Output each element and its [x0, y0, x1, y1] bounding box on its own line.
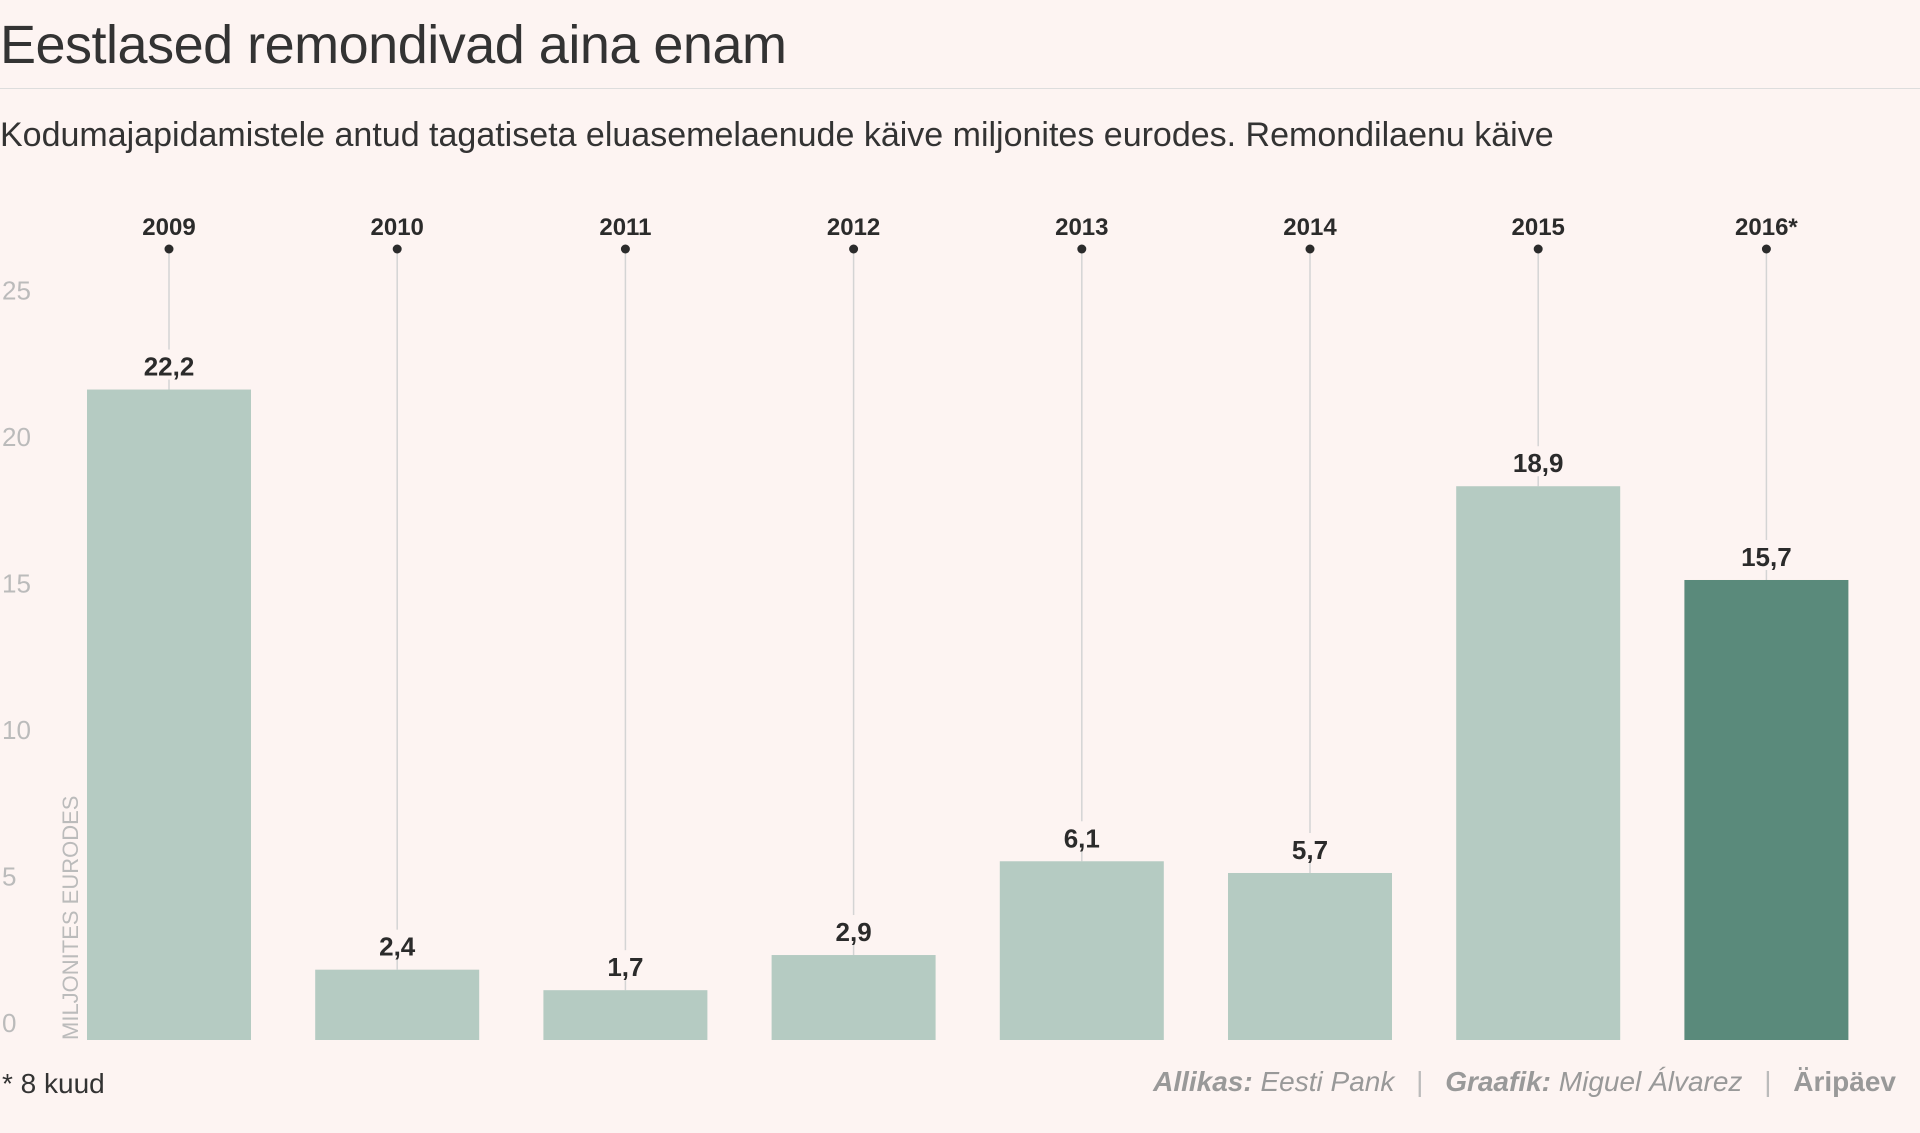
bar-2016 — [1684, 579, 1849, 1040]
source: Eesti Pank — [1260, 1066, 1395, 1097]
data-label-bg — [1051, 821, 1112, 852]
footnote: * 8 kuud — [2, 1068, 105, 1099]
separator: | — [1764, 1066, 1772, 1097]
author: Miguel Álvarez — [1558, 1066, 1743, 1097]
data-label-bg — [139, 349, 199, 380]
data-label: 2,9 — [836, 917, 872, 947]
y-tick-label: 10 — [2, 715, 31, 745]
chart-subtitle: Kodumajapidamistele antud tagatiseta elu… — [0, 116, 1554, 154]
year-dot — [1305, 244, 1315, 254]
bar-2012 — [771, 955, 936, 1040]
y-tick-label: 15 — [2, 569, 31, 599]
credits: Allikas: Eesti Pank | Graafik: Miguel Ál… — [1153, 1066, 1896, 1098]
data-label-bg — [1736, 539, 1797, 570]
year-dot — [164, 244, 174, 254]
data-label: 18,9 — [1513, 448, 1564, 478]
bar-2015 — [1456, 486, 1621, 1041]
source-label: Allikas: — [1153, 1066, 1253, 1097]
bar-2009 — [87, 389, 251, 1040]
year-dot — [1761, 244, 1771, 254]
data-label: 15,7 — [1741, 542, 1792, 572]
data-label: 22,2 — [144, 352, 195, 382]
y-tick-label: 25 — [2, 276, 31, 306]
x-tick-label: 2010 — [371, 214, 424, 241]
bar-2013 — [999, 861, 1164, 1040]
year-dot — [620, 244, 630, 254]
data-label-bg — [595, 950, 656, 981]
x-tick-label: 2009 — [142, 214, 195, 241]
bar-2014 — [1228, 872, 1392, 1040]
bar-2010 — [315, 969, 480, 1040]
x-tick-label: 2012 — [827, 214, 880, 241]
x-tick-label: 2016* — [1735, 214, 1798, 241]
x-tick-label: 2011 — [599, 214, 651, 241]
chart-title: Eestlased remondivad aina enam — [0, 15, 787, 75]
data-label: 6,1 — [1064, 823, 1100, 853]
author-label: Graafik: — [1445, 1066, 1552, 1097]
bar-2011 — [543, 990, 708, 1040]
data-label: 5,7 — [1292, 835, 1328, 865]
x-tick-label: 2014 — [1283, 214, 1337, 241]
x-tick-label: 2015 — [1512, 214, 1565, 241]
separator: | — [1416, 1066, 1424, 1097]
year-dot — [1533, 244, 1543, 254]
data-label-bg — [1280, 832, 1340, 863]
data-label-bg — [367, 929, 428, 960]
data-label: 2,4 — [379, 932, 416, 962]
data-label-bg — [823, 915, 884, 946]
x-tick-label: 2013 — [1055, 214, 1108, 241]
y-tick-label: 0 — [2, 1008, 16, 1038]
data-label: 1,7 — [607, 952, 643, 982]
y-tick-label: 5 — [2, 862, 16, 892]
year-dot — [849, 244, 859, 254]
y-axis-label: MILJONITES EURODES — [58, 796, 83, 1040]
year-dot — [1077, 244, 1087, 254]
data-label-bg — [1508, 446, 1569, 477]
year-dot — [392, 244, 402, 254]
title-divider — [0, 88, 1920, 89]
brand-logo: Äripäev — [1793, 1066, 1896, 1097]
y-tick-label: 20 — [2, 422, 31, 452]
